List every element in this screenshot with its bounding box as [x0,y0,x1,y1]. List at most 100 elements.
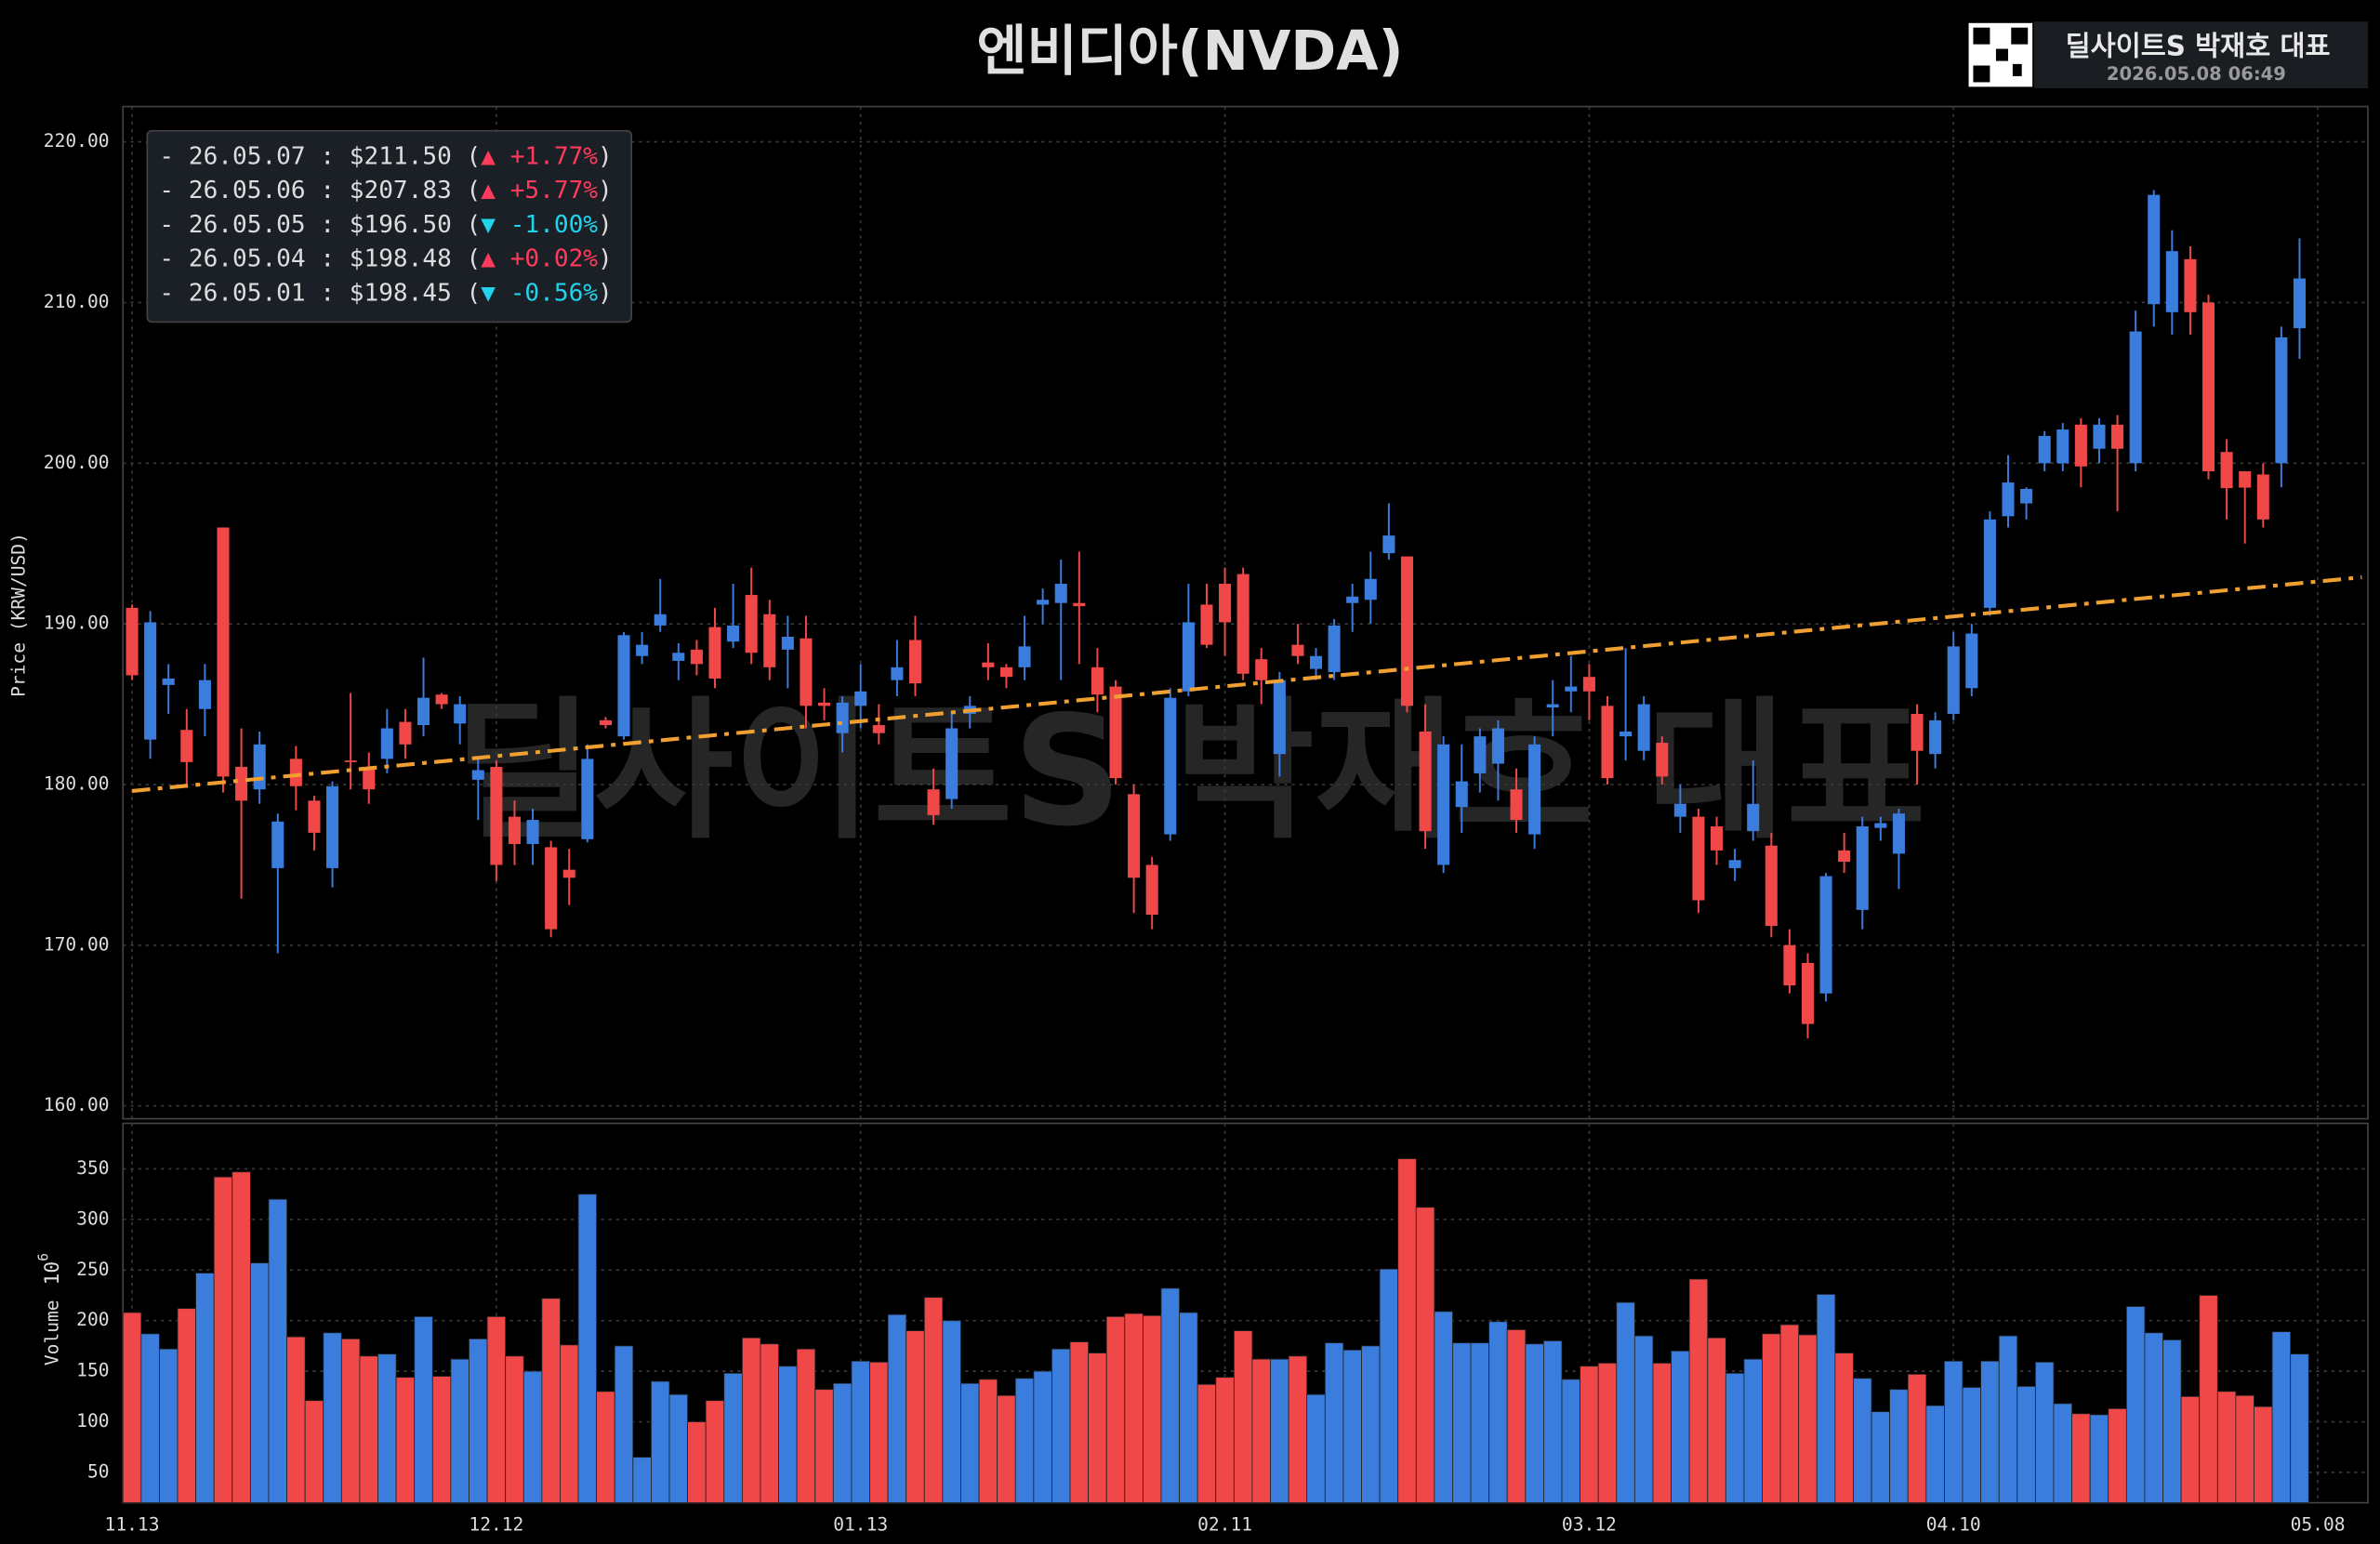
volume-bar [1944,1360,1964,1504]
volume-bar [2125,1306,2146,1504]
volume-bar [923,1297,944,1504]
legend-box [146,129,632,323]
candle-body [1364,578,1377,600]
candle-body [727,625,740,642]
candle-body [617,635,630,737]
candle-body [1838,850,1851,862]
volume-bar [887,1313,907,1504]
candle-body [891,666,904,680]
volume-bar [1616,1301,1635,1504]
candle-body [490,767,503,865]
candle-body [872,725,885,733]
candle-body [1565,686,1578,692]
volume-bar [1671,1350,1690,1504]
candle-body [1711,825,1724,851]
chart-title: 엔비디아(NVDA) [977,19,1404,83]
y-tick-label: 200.00 [44,452,110,473]
volume-bar [1470,1342,1490,1504]
candle-body [1911,713,1924,751]
candle-body [1291,644,1304,656]
candle-body [1656,743,1669,777]
volume-bar [1853,1378,1872,1504]
legend-text: - 26.05.04 : $198.48 ( [159,244,481,272]
candle-body [2111,424,2124,449]
volume-bar [960,1382,980,1504]
volume-bar [851,1360,870,1504]
volume-bar [541,1298,561,1504]
volume-bar [2271,1331,2292,1504]
volume-bar [2180,1395,2201,1504]
volume-bar [1251,1358,1271,1504]
legend-entry: - 26.05.07 : $211.50 (▲ +1.77%) [159,142,612,170]
volume-bar [1633,1335,1654,1504]
volume-bar [1980,1360,2000,1504]
volume-bar [359,1355,378,1504]
candle-body [198,680,211,709]
volume-bar [395,1377,416,1504]
volume-bar [1014,1378,1035,1504]
qr-block [2012,63,2022,76]
candle-body [1109,686,1122,779]
scale-base: 10 [41,1261,64,1286]
candle-body [836,702,849,733]
volume-bar [1816,1293,1836,1504]
candle-body [1874,823,1887,828]
volume-bar [1379,1268,1399,1504]
candle-body [2184,258,2197,312]
volume-bar [340,1338,361,1504]
volume-bar [1105,1315,1126,1504]
candle-body [2129,331,2142,464]
candle-body [1929,719,1942,755]
candle-body [1965,633,1978,689]
volume-bar [687,1421,707,1504]
candle-body [235,767,248,801]
candle-body [1419,731,1432,832]
volume-bar [1288,1355,1308,1504]
legend-change: ▼ -1.00% [481,210,598,238]
volume-bar [1779,1324,1800,1504]
volume-bar [1962,1387,1982,1504]
volume-bar [1233,1330,1253,1504]
candle-body [672,653,685,661]
volume-bar [1688,1278,1709,1504]
legend-change: ▼ -0.56% [481,279,598,307]
candle-body [1765,845,1778,927]
candle-body [945,728,959,799]
candle-body [1255,659,1268,680]
volume-bar [1051,1348,1071,1504]
candle-body [454,704,467,724]
candle-body [1382,535,1395,554]
volume-bar [997,1394,1016,1504]
volume-bar [614,1345,634,1504]
x-tick-label: 03.12 [1562,1514,1617,1536]
volume-bar [741,1337,761,1504]
legend-entry: - 26.05.05 : $196.50 (▼ -1.00%) [159,210,612,238]
candle-body [1801,962,1815,1024]
legend: - 26.05.07 : $211.50 (▲ +1.77%)- 26.05.0… [146,129,632,323]
legend-text: ) [598,244,613,272]
legend-entry: - 26.05.01 : $198.45 (▼ -0.56%) [159,279,612,307]
volume-bar [1306,1393,1326,1504]
candle-body [1037,600,1050,605]
y-tick-label: 350 [76,1157,109,1179]
volume-bar [1525,1343,1544,1504]
candle-body [416,697,430,726]
volume-bar [778,1366,798,1504]
volume-bar [796,1348,816,1504]
volume-bar [560,1344,579,1504]
candle-body [2020,488,2033,504]
candle-body [1601,706,1614,779]
volume-bar [1725,1372,1745,1504]
candle-body [253,744,266,790]
volume-bar [323,1332,342,1504]
candle-body [1128,794,1141,878]
candle-body [599,719,612,726]
candle-body [2275,337,2288,464]
y-tick-label: 160.00 [44,1094,110,1115]
volume-bar [2144,1332,2163,1504]
legend-text: - 26.05.07 : $211.50 ( [159,142,481,170]
volume-bar [1907,1373,1927,1504]
volume-bar [2162,1339,2182,1504]
volume-bar [486,1315,507,1504]
candle-body [2074,424,2087,467]
